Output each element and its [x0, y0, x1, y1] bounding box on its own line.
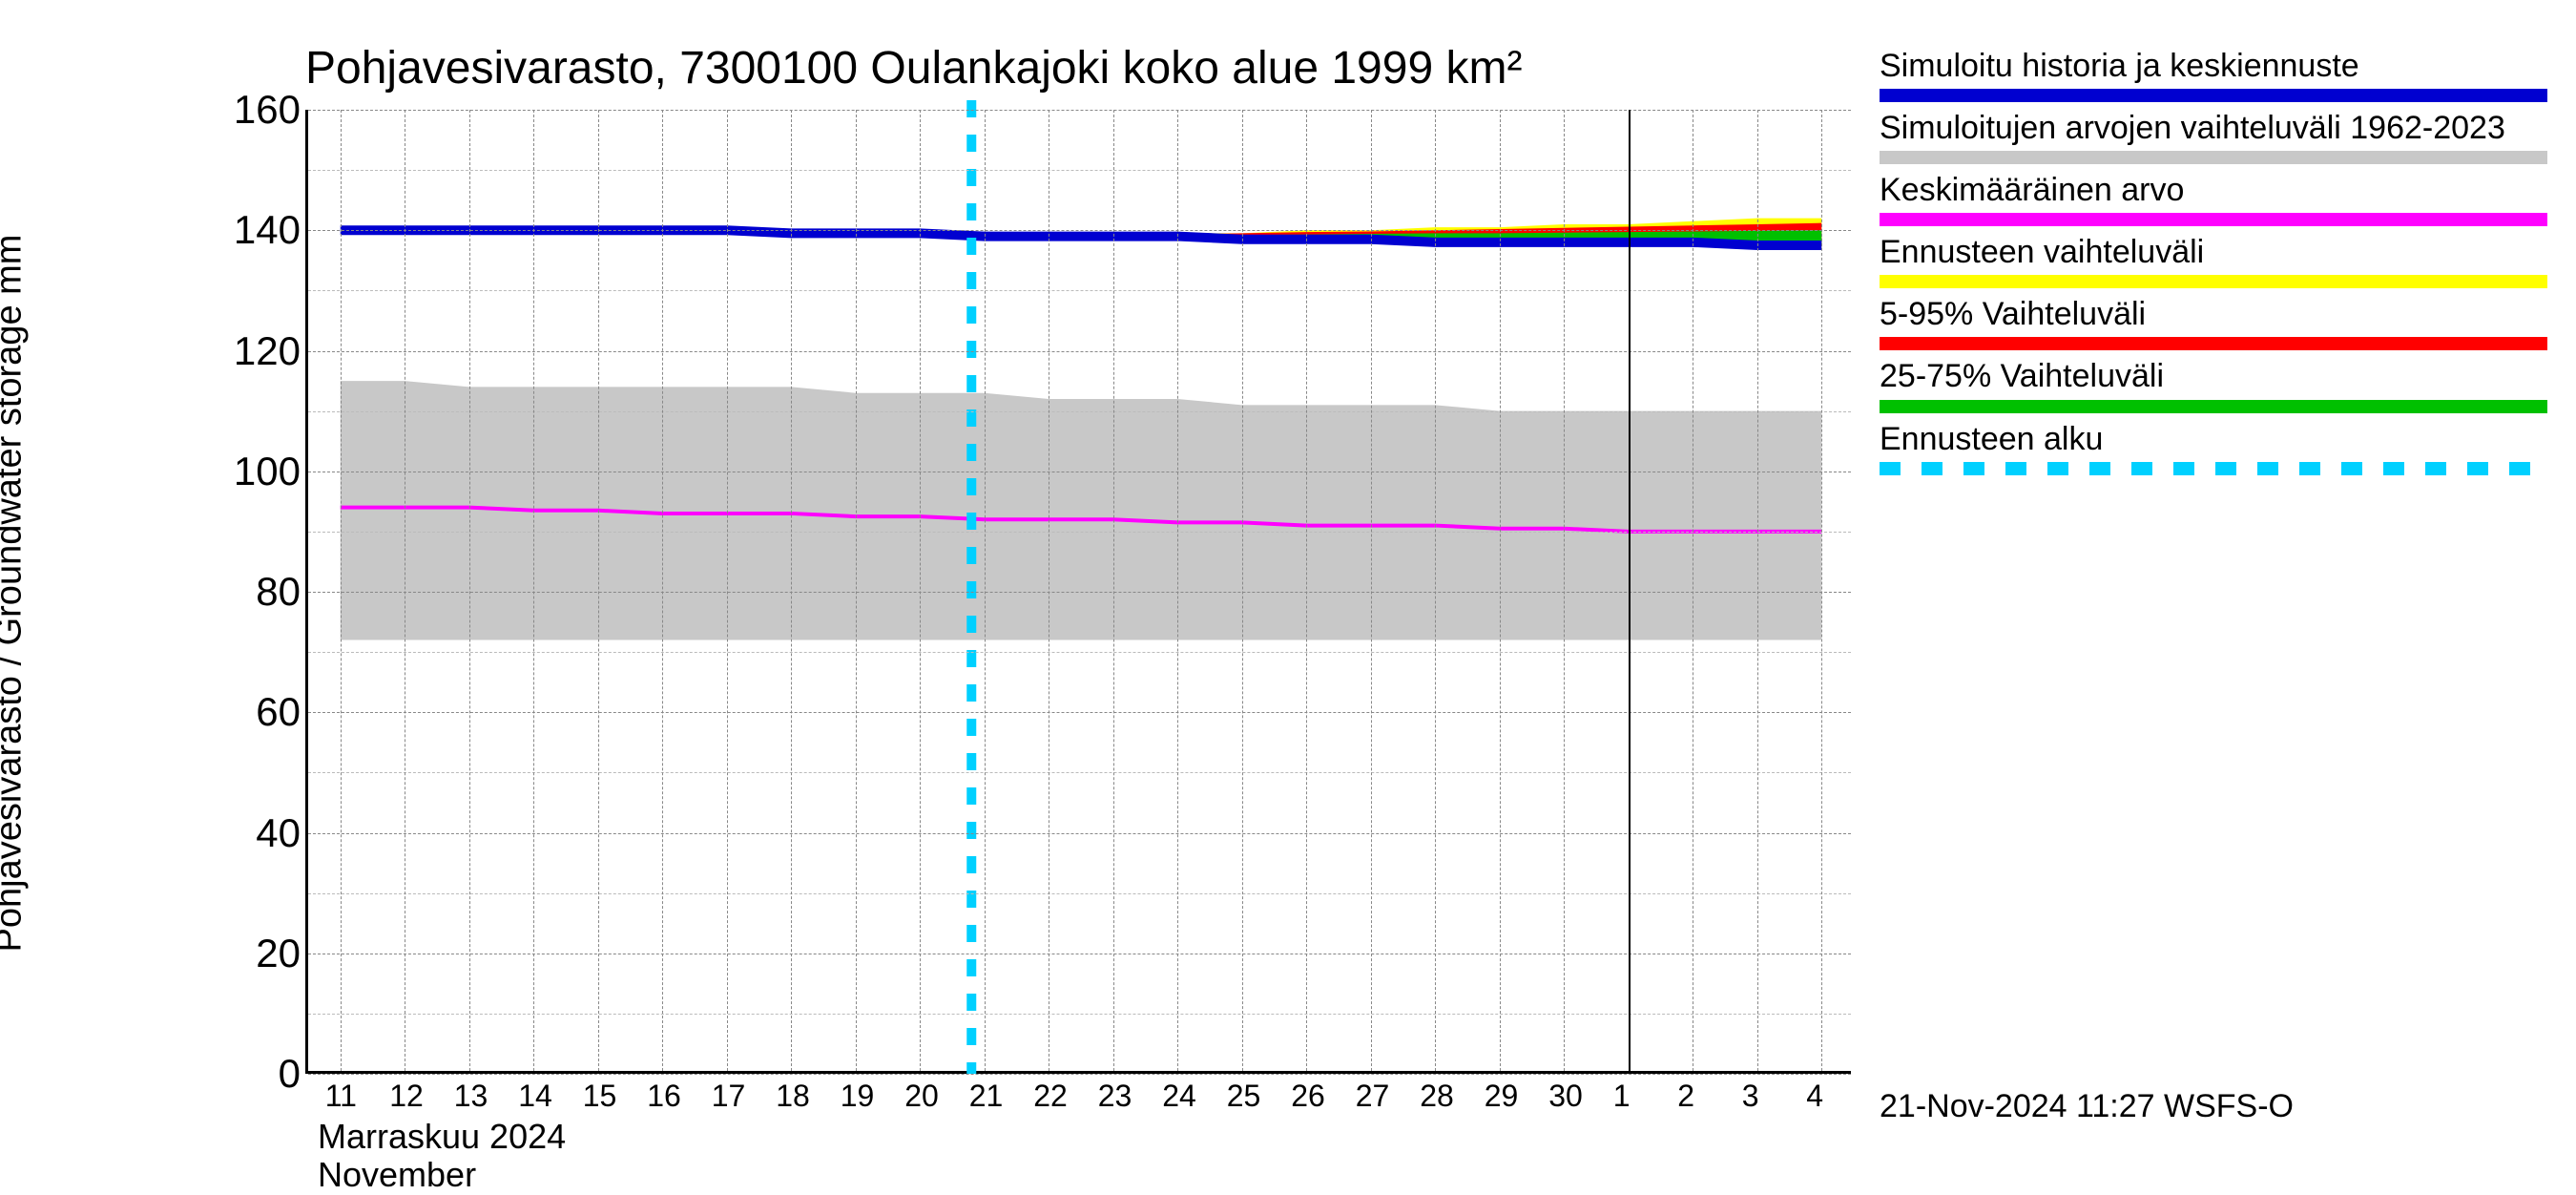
y-tick-label: 40 [205, 810, 301, 856]
legend-swatch [1880, 89, 2547, 102]
x-tick-label: 30 [1548, 1079, 1583, 1114]
x-tick-label: 4 [1806, 1079, 1823, 1114]
legend-label: Simuloitu historia ja keskiennuste [1880, 48, 2547, 85]
legend-label: 25-75% Vaihteluväli [1880, 358, 2547, 395]
footer-timestamp: 21-Nov-2024 11:27 WSFS-O [1880, 1088, 2294, 1125]
gridline-v [341, 110, 342, 1071]
legend-label: Simuloitujen arvojen vaihteluväli 1962-2… [1880, 110, 2547, 147]
legend-swatch [1880, 337, 2547, 350]
x-tick-label: 2 [1677, 1079, 1694, 1114]
gridline-v [1435, 110, 1436, 1071]
gridline-h-major [308, 592, 1851, 593]
y-tick-label: 120 [205, 328, 301, 374]
x-tick-label: 21 [969, 1079, 1004, 1114]
plot-area: 0204060801001201401601112131415161718192… [305, 110, 1851, 1074]
legend-label: Ennusteen vaihteluväli [1880, 234, 2547, 271]
gridline-h-major [308, 230, 1851, 231]
chart-title: Pohjavesivarasto, 7300100 Oulankajoki ko… [305, 42, 1522, 94]
gridline-h-major [308, 712, 1851, 713]
legend-item: Simuloitujen arvojen vaihteluväli 1962-2… [1880, 110, 2547, 164]
gridline-v-month [1629, 110, 1631, 1071]
gridline-h-minor [308, 170, 1851, 171]
x-tick-label: 15 [583, 1079, 617, 1114]
y-tick-label: 20 [205, 931, 301, 976]
gridline-v [469, 110, 470, 1071]
x-tick-label: 12 [389, 1079, 424, 1114]
x-tick-label: 24 [1162, 1079, 1196, 1114]
gridline-v [1306, 110, 1307, 1071]
x-tick-label: 17 [712, 1079, 746, 1114]
gridline-v [1500, 110, 1501, 1071]
gridline-v [727, 110, 728, 1071]
gridline-h-minor [308, 1014, 1851, 1015]
gridline-h-minor [308, 290, 1851, 291]
gridline-v [1113, 110, 1114, 1071]
x-tick-label: 20 [904, 1079, 939, 1114]
legend-item: 25-75% Vaihteluväli [1880, 358, 2547, 412]
x-tick-label: 16 [647, 1079, 681, 1114]
x-tick-label: 1 [1613, 1079, 1631, 1114]
x-tick-label: 3 [1742, 1079, 1759, 1114]
gridline-v [920, 110, 921, 1071]
x-tick-label: 13 [454, 1079, 488, 1114]
y-tick-label: 80 [205, 569, 301, 615]
y-axis-label: Pohjavesivarasto / Groundwater storage m… [0, 235, 31, 953]
legend-item: Keskimääräinen arvo [1880, 172, 2547, 226]
x-tick-label: 27 [1356, 1079, 1390, 1114]
gridline-v [856, 110, 857, 1071]
x-tick-label: 26 [1291, 1079, 1325, 1114]
legend-swatch [1880, 400, 2547, 413]
legend-swatch [1880, 151, 2547, 164]
legend-swatch [1880, 213, 2547, 226]
legend-item: 5-95% Vaihteluväli [1880, 296, 2547, 350]
y-tick-label: 140 [205, 207, 301, 253]
x-tick-label: 23 [1098, 1079, 1132, 1114]
x-month-label: November [318, 1155, 476, 1195]
gridline-h-minor [308, 411, 1851, 412]
gridline-v [1371, 110, 1372, 1071]
y-tick-label: 160 [205, 87, 301, 133]
gridline-h-major [308, 110, 1851, 111]
x-tick-label: 14 [518, 1079, 552, 1114]
legend: Simuloitu historia ja keskiennuste Simulo… [1880, 48, 2547, 483]
x-tick-label: 25 [1227, 1079, 1261, 1114]
legend-label: 5-95% Vaihteluväli [1880, 296, 2547, 333]
chart-container: Pohjavesivarasto / Groundwater storage m… [0, 0, 2576, 1145]
x-tick-label: 29 [1485, 1079, 1519, 1114]
legend-item: Simuloitu historia ja keskiennuste [1880, 48, 2547, 102]
y-tick-label: 60 [205, 689, 301, 735]
gridline-v [1564, 110, 1565, 1071]
gridline-v [1177, 110, 1178, 1071]
gridline-v [791, 110, 792, 1071]
legend-swatch [1880, 275, 2547, 288]
y-tick-label: 100 [205, 449, 301, 494]
gridline-h-major [308, 1074, 1851, 1075]
gridline-h-major [308, 833, 1851, 834]
gridline-h-minor [308, 772, 1851, 773]
gridline-v [533, 110, 534, 1071]
x-tick-label: 19 [841, 1079, 875, 1114]
gridline-v [598, 110, 599, 1071]
x-tick-label: 22 [1033, 1079, 1068, 1114]
gridline-v [1821, 110, 1822, 1071]
legend-label: Ennusteen alku [1880, 421, 2547, 458]
gridline-h-minor [308, 532, 1851, 533]
legend-item: Ennusteen vaihteluväli [1880, 234, 2547, 288]
gridline-h-minor [308, 652, 1851, 653]
y-tick-label: 0 [205, 1051, 301, 1097]
gridline-h-minor [308, 893, 1851, 894]
gridline-v [985, 110, 986, 1071]
x-tick-label: 18 [776, 1079, 810, 1114]
legend-swatch [1880, 462, 2547, 475]
gridline-v [1757, 110, 1758, 1071]
x-tick-label: 28 [1420, 1079, 1454, 1114]
series-svg [308, 110, 1851, 1071]
x-tick-label: 11 [325, 1079, 357, 1114]
legend-label: Keskimääräinen arvo [1880, 172, 2547, 209]
gridline-v [662, 110, 663, 1071]
gridline-h-major [308, 351, 1851, 352]
x-month-label: Marraskuu 2024 [318, 1117, 566, 1157]
legend-item: Ennusteen alku [1880, 421, 2547, 475]
gridline-v [1242, 110, 1243, 1071]
